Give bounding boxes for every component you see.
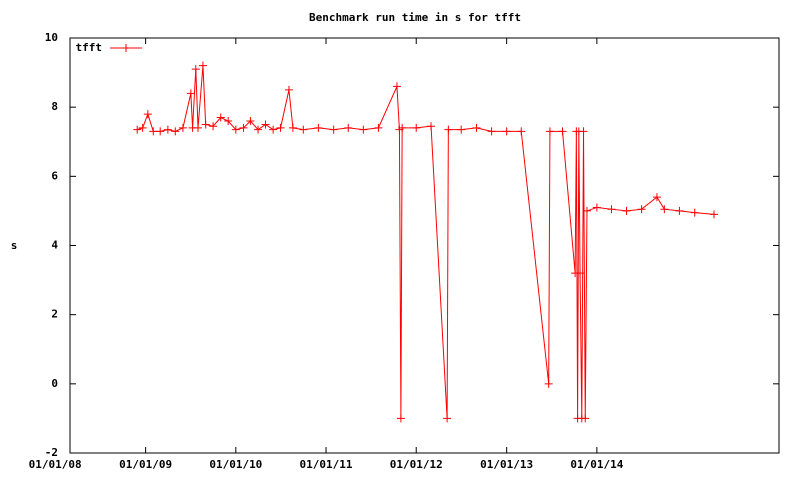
y-tick-label: 8 xyxy=(51,100,58,113)
point-marker xyxy=(392,82,401,91)
point-marker xyxy=(444,125,453,134)
y-tick-label: 6 xyxy=(51,169,58,182)
point-marker xyxy=(502,127,511,136)
y-axis-label: s xyxy=(11,239,18,252)
point-marker xyxy=(138,123,147,132)
point-marker xyxy=(396,414,405,423)
point-marker xyxy=(239,123,248,132)
point-marker xyxy=(427,122,436,131)
point-marker xyxy=(558,127,567,136)
x-tick-label: 01/01/08 xyxy=(29,458,82,471)
point-marker xyxy=(607,205,616,214)
point-marker xyxy=(178,123,187,132)
point-marker xyxy=(517,127,526,136)
point-marker xyxy=(231,125,240,134)
point-marker xyxy=(191,65,200,74)
point-marker xyxy=(194,123,203,132)
point-marker xyxy=(457,125,466,134)
point-marker xyxy=(133,125,142,134)
point-marker xyxy=(660,205,669,214)
point-marker xyxy=(299,125,308,134)
point-marker xyxy=(224,117,233,125)
chart-title: Benchmark run time in s for tfft xyxy=(309,11,521,24)
point-marker xyxy=(579,127,588,136)
point-marker xyxy=(637,205,646,214)
legend-marker xyxy=(122,44,130,52)
point-marker xyxy=(209,122,218,131)
point-marker xyxy=(156,127,165,136)
point-marker xyxy=(545,127,554,136)
y-tick-label: 10 xyxy=(45,31,58,44)
y-tick-label: -2 xyxy=(45,446,58,459)
point-marker xyxy=(472,123,481,132)
point-marker xyxy=(582,206,591,215)
point-marker xyxy=(186,89,195,98)
point-marker xyxy=(261,120,270,129)
x-tick-label: 01/01/13 xyxy=(480,458,533,471)
point-marker xyxy=(171,127,180,136)
x-tick-label: 01/01/10 xyxy=(209,458,262,471)
point-marker xyxy=(544,379,553,388)
x-tick-label: 01/01/09 xyxy=(119,458,172,471)
point-marker xyxy=(592,203,601,212)
point-marker xyxy=(143,110,152,119)
point-marker xyxy=(288,123,297,132)
point-marker xyxy=(374,123,383,132)
point-marker xyxy=(581,414,590,423)
point-marker xyxy=(412,123,421,132)
point-marker xyxy=(269,125,278,134)
point-marker xyxy=(201,120,210,129)
point-marker xyxy=(329,125,338,134)
y-tick-label: 0 xyxy=(51,377,58,390)
point-marker xyxy=(622,206,631,215)
point-marker xyxy=(675,206,684,215)
point-marker xyxy=(359,125,368,134)
point-marker xyxy=(314,123,323,132)
point-marker xyxy=(690,208,699,217)
point-marker xyxy=(216,113,225,122)
point-marker xyxy=(443,414,452,423)
point-marker xyxy=(576,269,585,278)
point-marker xyxy=(652,193,661,202)
y-tick-label: 4 xyxy=(51,239,58,252)
legend-label: tfft xyxy=(76,41,103,54)
point-marker xyxy=(149,127,158,136)
point-marker xyxy=(198,61,207,70)
x-tick-label: 01/01/11 xyxy=(300,458,353,471)
y-tick-label: 2 xyxy=(51,308,58,321)
point-marker xyxy=(284,85,293,94)
point-marker xyxy=(487,127,496,136)
point-marker xyxy=(344,123,353,132)
point-marker xyxy=(254,125,263,134)
point-marker xyxy=(276,123,285,132)
series-line xyxy=(137,65,715,419)
point-marker xyxy=(163,125,172,134)
point-marker xyxy=(398,123,407,132)
point-marker xyxy=(246,117,255,125)
x-tick-label: 01/01/12 xyxy=(390,458,443,471)
point-marker xyxy=(710,210,719,219)
x-tick-label: 01/01/14 xyxy=(570,458,623,471)
